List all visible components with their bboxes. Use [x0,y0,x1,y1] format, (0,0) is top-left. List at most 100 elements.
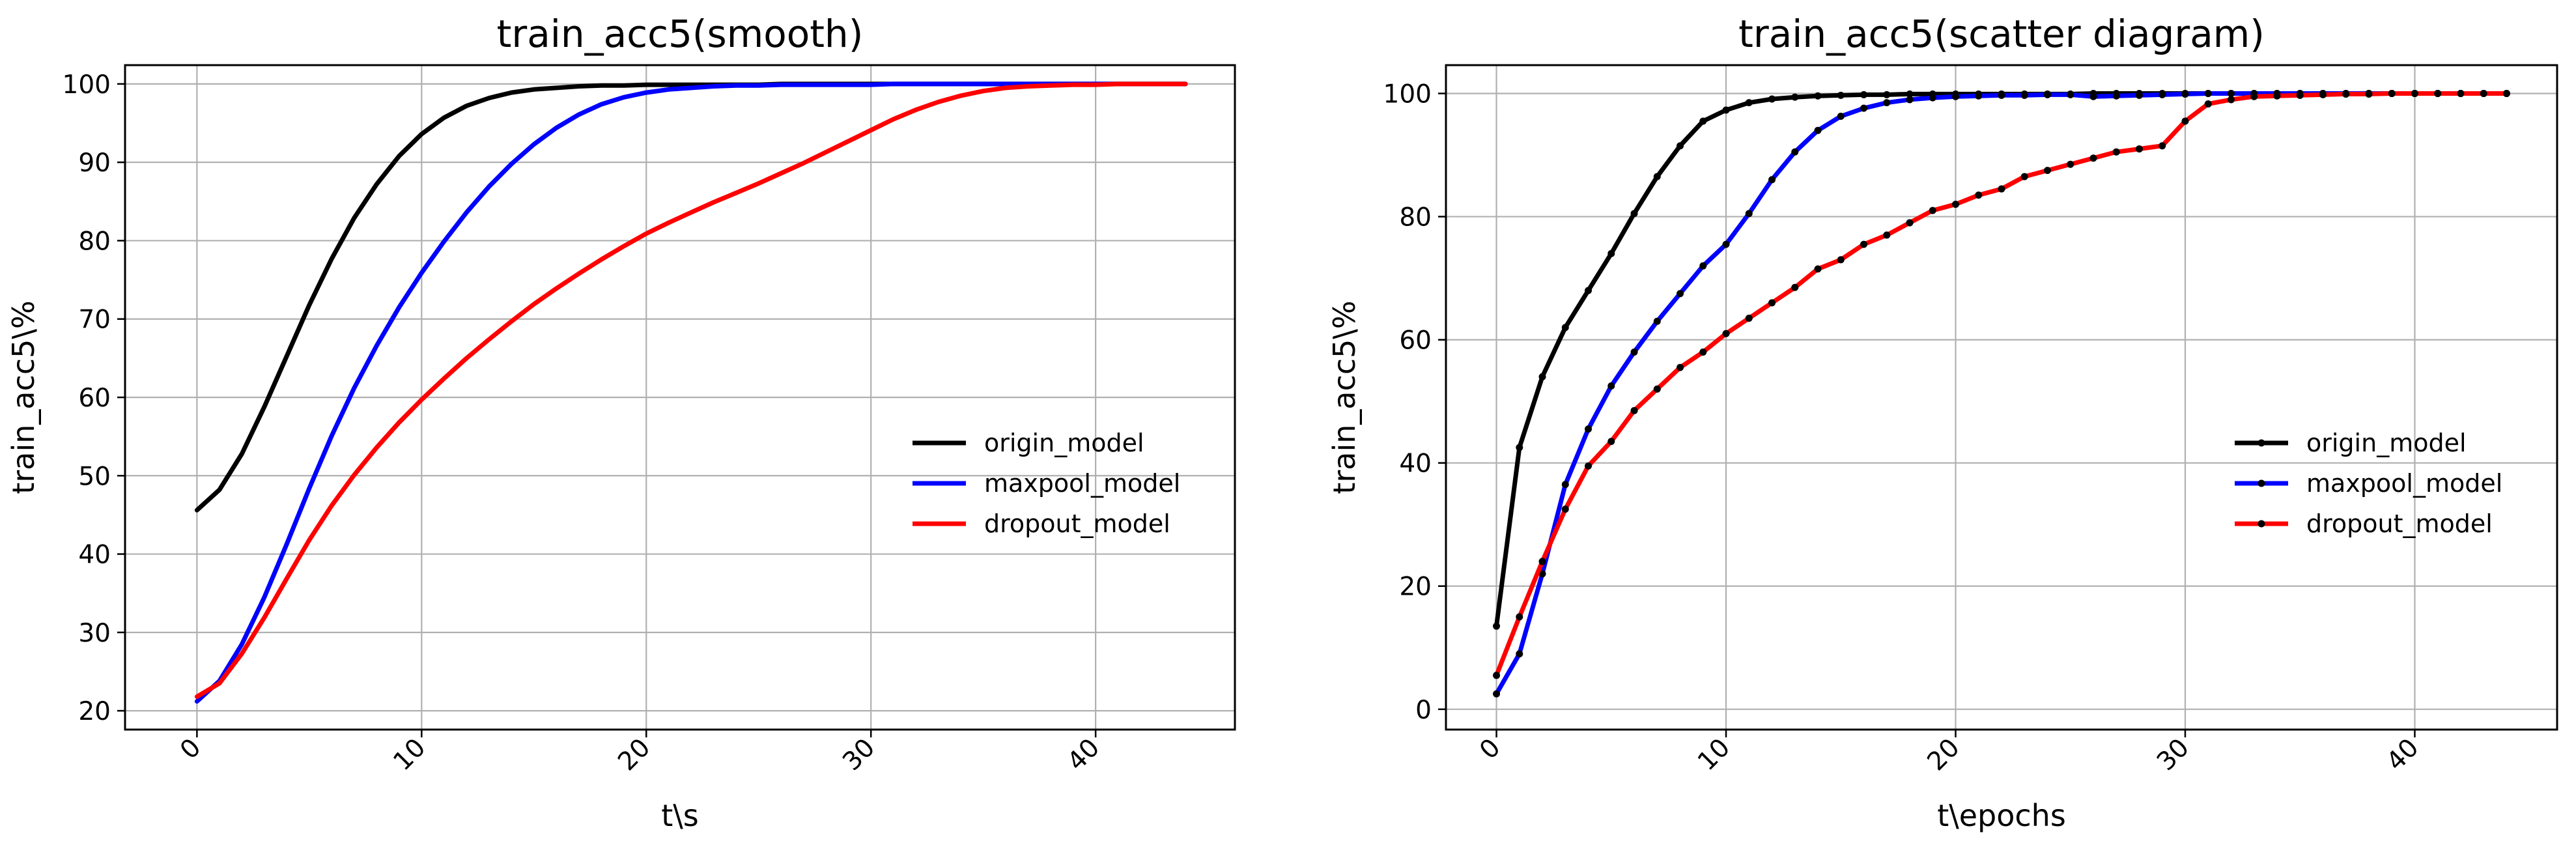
data-point-dropout_model [1975,191,1983,199]
data-point-maxpool_model [2181,90,2189,98]
data-point-maxpool_model [1998,91,2005,99]
data-point-maxpool_model [1791,148,1799,156]
data-point-maxpool_model [1952,93,1960,100]
data-point-maxpool_model [1929,94,1936,102]
data-point-origin_model [1561,324,1569,332]
data-point-origin_model [1837,91,1845,99]
y-tick-label: 40 [1399,449,1432,479]
series-line-dropout_model [194,81,1188,699]
data-point-maxpool_model [1677,290,1684,298]
data-point-origin_model [1630,210,1638,218]
data-point-origin_model [1883,91,1891,98]
legend-label-maxpool_model: maxpool_model [984,469,1180,498]
data-point-maxpool_model [1975,92,1983,100]
y-axis-label: train_acc5\% [1327,300,1362,494]
data-point-dropout_model [1929,206,1936,214]
data-point-dropout_model [2020,173,2028,180]
data-point-origin_model [1860,91,1868,98]
data-point-origin_model [1699,117,1707,125]
axes-frame [1445,64,2558,731]
data-point-dropout_model [1860,240,1868,248]
data-point-dropout_model [2181,117,2189,125]
chart-title: train_acc5(smooth) [497,12,864,56]
y-tick-label: 100 [63,70,111,100]
data-point-maxpool_model [2112,92,2120,100]
data-point-dropout_model [2457,89,2465,97]
data-point-dropout_model [2067,160,2074,168]
data-point-dropout_model [2043,167,2051,175]
data-point-dropout_model [2135,145,2143,153]
x-axis-label: t\s [661,798,699,833]
y-tick-label: 20 [1399,573,1432,602]
data-point-dropout_model [2273,92,2281,100]
y-tick-label: 100 [1383,79,1432,109]
data-point-maxpool_model [1538,570,1546,578]
data-point-maxpool_model [1768,176,1776,184]
data-point-dropout_model [1745,315,1753,322]
data-point-maxpool_model [2020,91,2028,99]
data-point-maxpool_model [1653,317,1661,325]
data-point-origin_model [1607,249,1615,257]
data-point-dropout_model [1677,363,1684,371]
data-point-maxpool_model [2135,91,2143,99]
y-tick-label: 20 [78,697,111,726]
data-point-origin_model [1722,106,1730,114]
data-point-maxpool_model [1906,96,1914,104]
data-point-origin_model [1677,142,1684,150]
data-point-dropout_model [1998,185,2005,193]
data-point-origin_model [1745,99,1753,107]
data-point-maxpool_model [1860,104,1868,112]
y-tick-label: 90 [78,149,111,178]
data-point-dropout_model [2089,154,2097,162]
legend-label-origin_model: origin_model [2306,429,2467,457]
data-point-maxpool_model [1814,126,1822,134]
y-axis-label: train_acc5\% [6,300,41,494]
data-point-dropout_model [2112,148,2120,156]
data-point-dropout_model [1768,299,1776,307]
data-point-dropout_model [1561,505,1569,513]
data-point-dropout_model [2480,89,2487,97]
data-point-origin_model [1516,444,1523,451]
data-point-dropout_model [1952,201,1960,208]
data-point-dropout_model [1493,672,1501,679]
data-point-origin_model [1585,287,1592,294]
data-point-dropout_model [1516,613,1523,621]
data-point-dropout_model [2204,100,2212,108]
data-point-origin_model [1653,173,1661,180]
data-point-origin_model [1538,373,1546,380]
data-point-dropout_model [2296,91,2304,99]
data-point-maxpool_model [2158,91,2166,98]
y-tick-label: 80 [1399,203,1432,233]
data-point-maxpool_model [1607,382,1615,390]
data-point-dropout_model [2411,89,2418,97]
data-point-origin_model [1906,90,1914,98]
data-point-maxpool_model [2067,91,2074,98]
legend-marker-maxpool_model [2258,479,2265,487]
data-point-dropout_model [2434,89,2442,97]
y-tick-label: 0 [1415,696,1432,725]
chart-scatter: 0 10 20 30 40020406080100train_acc5(scatter … [1327,12,2558,833]
y-tick-label: 80 [78,227,111,256]
data-point-maxpool_model [1561,481,1569,489]
series-line-maxpool_model [194,81,1188,704]
data-point-dropout_model [1837,256,1845,264]
data-point-dropout_model [2365,90,2373,98]
chart-title: train_acc5(scatter diagram) [1738,12,2265,56]
legend-label-dropout_model: dropout_model [2306,509,2493,538]
data-point-dropout_model [1814,265,1822,273]
data-point-maxpool_model [1722,240,1730,248]
legend-label-dropout_model: dropout_model [984,509,1170,538]
data-point-dropout_model [2319,91,2327,98]
data-point-dropout_model [1630,406,1638,414]
data-point-maxpool_model [1699,262,1707,270]
data-point-dropout_model [2502,89,2510,97]
data-point-dropout_model [2388,89,2396,97]
data-point-maxpool_model [2204,89,2212,97]
data-point-maxpool_model [1745,210,1753,218]
data-point-maxpool_model [2089,93,2097,100]
data-point-maxpool_model [1493,690,1501,698]
y-tick-label: 30 [78,619,111,648]
y-tick-label: 40 [78,541,111,570]
data-point-dropout_model [1538,558,1546,565]
y-tick-label: 60 [78,384,111,413]
